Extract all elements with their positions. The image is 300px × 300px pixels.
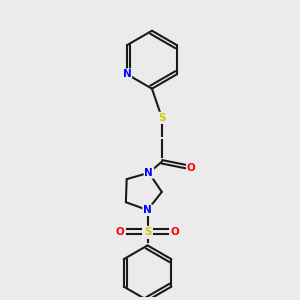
Text: O: O	[171, 227, 179, 237]
Text: O: O	[116, 227, 124, 237]
Text: N: N	[143, 205, 152, 215]
Text: N: N	[145, 168, 153, 178]
Text: N: N	[122, 69, 131, 79]
Text: S: S	[144, 227, 151, 237]
Text: S: S	[158, 112, 166, 123]
Text: O: O	[187, 163, 196, 173]
